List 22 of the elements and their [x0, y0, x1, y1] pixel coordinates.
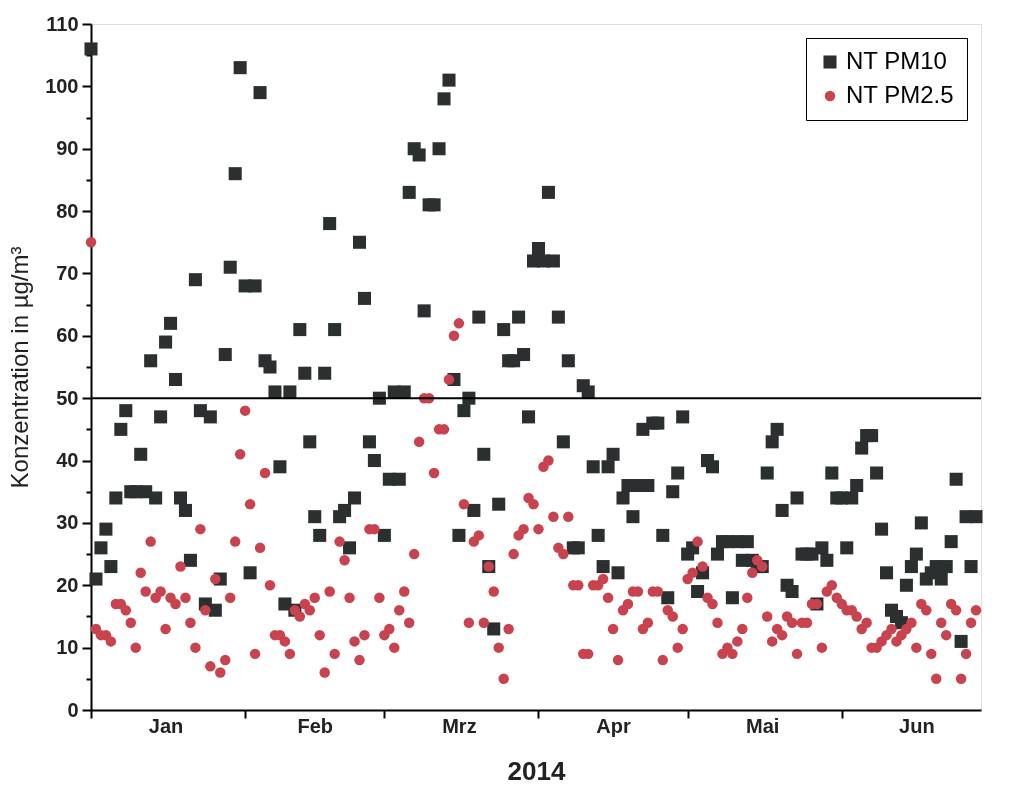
x-tick-label: Apr	[596, 714, 631, 737]
legend-label: NT PM10	[846, 47, 947, 74]
y-tick-label: 0	[67, 698, 79, 721]
x-tick-label: Jan	[148, 714, 184, 737]
x-axis-title: 2014	[507, 755, 566, 786]
y-tick-label: 10	[56, 636, 79, 659]
y-tick-label: 100	[45, 74, 79, 97]
y-tick-label: 70	[56, 261, 79, 284]
y-tick-label: 50	[56, 386, 79, 409]
x-tick-label: Jun	[899, 714, 935, 737]
x-tick-label: Feb	[297, 714, 334, 737]
y-tick-label: 110	[46, 12, 79, 35]
y-axis-title: Konzentration in µg/m³	[6, 246, 34, 489]
y-tick-label: 40	[56, 449, 79, 472]
y-tick-label: 90	[56, 137, 79, 160]
y-tick-label: 20	[56, 573, 79, 596]
y-tick-label: 30	[56, 511, 79, 534]
x-tick-label: Mai	[746, 714, 780, 737]
y-tick-label: 80	[56, 199, 79, 222]
x-tick-label: Mrz	[442, 714, 477, 737]
y-tick-label: 60	[56, 324, 79, 347]
legend-label: NT PM2.5	[846, 81, 954, 108]
